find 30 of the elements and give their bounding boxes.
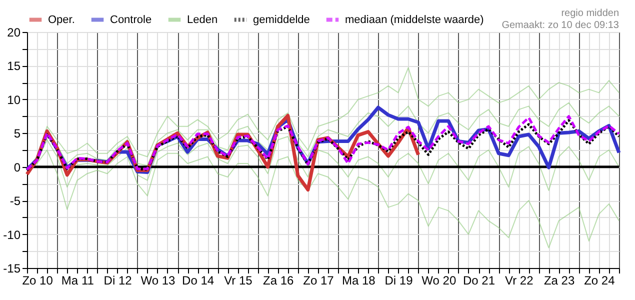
- legend-label: Controle: [110, 14, 152, 26]
- x-tick-label: Za 16: [263, 274, 294, 288]
- x-tick-label: Zo 10: [22, 274, 54, 288]
- x-tick-label: Wo 13: [140, 274, 176, 288]
- x-tick-label: Vr 22: [505, 274, 534, 288]
- y-tick-label: -5: [10, 194, 21, 208]
- y-tick-label: 5: [14, 126, 21, 141]
- x-tick-label: Ma 11: [61, 274, 94, 288]
- x-tick-label: Do 21: [463, 274, 496, 288]
- legend-label: mediaan (middelste waarde): [345, 14, 484, 26]
- x-tick-label: Ma 18: [342, 274, 376, 288]
- y-tick-label: 15: [7, 59, 21, 74]
- x-tick-label: Zo 17: [303, 274, 334, 288]
- x-tick-label: Di 19: [384, 274, 414, 288]
- y-tick-label: -10: [3, 228, 21, 242]
- y-tick-label: 0: [14, 160, 21, 174]
- x-tick-label: Vr 15: [224, 274, 253, 288]
- y-tick-label: 10: [7, 92, 21, 107]
- legend-label: gemiddelde: [253, 14, 310, 26]
- x-tick-label: Wo 20: [422, 274, 456, 288]
- legend-label: Oper.: [48, 14, 75, 26]
- x-tick-label: Zo 24: [584, 274, 616, 288]
- text: Gemaakt: zo 10 dec 09:13: [502, 20, 620, 31]
- y-tick-label: 20: [7, 26, 21, 40]
- legend-label: Leden: [187, 14, 218, 26]
- text: regio midden: [561, 8, 619, 19]
- x-tick-label: Di 12: [104, 274, 132, 288]
- x-tick-label: Do 14: [182, 274, 214, 288]
- y-tick-label: -15: [3, 262, 21, 276]
- x-tick-label: Za 23: [544, 274, 575, 288]
